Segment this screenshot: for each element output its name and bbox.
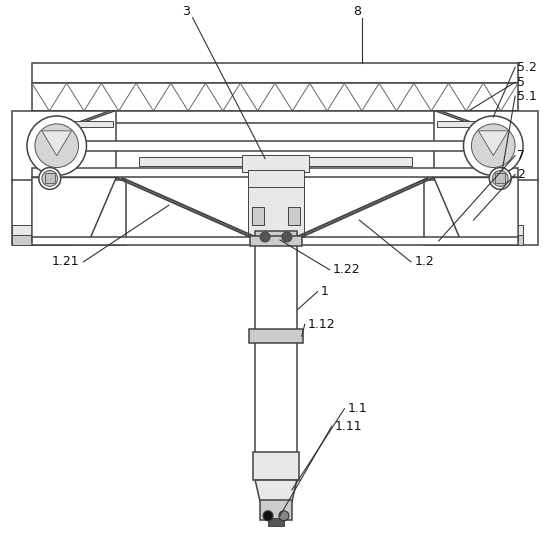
Bar: [248, 188, 304, 237]
Text: 1.11: 1.11: [334, 420, 362, 433]
Bar: [12, 111, 116, 182]
Bar: [260, 500, 292, 520]
Bar: [483, 225, 523, 245]
Bar: [139, 157, 253, 165]
Bar: [255, 238, 297, 458]
Text: 3: 3: [182, 5, 190, 18]
Circle shape: [282, 232, 292, 242]
Circle shape: [464, 116, 523, 176]
Bar: [32, 111, 518, 123]
Text: 1.12: 1.12: [308, 318, 336, 331]
Text: 7: 7: [517, 149, 525, 162]
Bar: [74, 121, 113, 127]
Bar: [268, 518, 284, 526]
Polygon shape: [434, 177, 518, 240]
Circle shape: [492, 170, 508, 186]
Bar: [249, 329, 303, 343]
Circle shape: [490, 168, 511, 189]
Bar: [12, 225, 67, 245]
Circle shape: [263, 511, 273, 521]
Bar: [32, 237, 518, 245]
Circle shape: [39, 168, 60, 189]
Circle shape: [471, 124, 515, 168]
Polygon shape: [255, 480, 297, 502]
Text: 5.2: 5.2: [517, 61, 537, 74]
Circle shape: [260, 232, 270, 242]
Bar: [253, 452, 299, 480]
Text: 1.22: 1.22: [333, 263, 360, 276]
Bar: [255, 231, 297, 243]
Text: 1.1: 1.1: [348, 402, 367, 415]
Text: 8: 8: [353, 5, 361, 18]
Bar: [32, 64, 518, 83]
Bar: [32, 83, 518, 111]
Bar: [32, 141, 518, 151]
Bar: [250, 236, 302, 246]
Bar: [288, 207, 300, 225]
Bar: [252, 207, 264, 225]
Circle shape: [27, 116, 86, 176]
Polygon shape: [32, 177, 116, 240]
Bar: [12, 181, 126, 245]
Polygon shape: [478, 131, 508, 156]
Bar: [242, 155, 309, 172]
Text: 5.1: 5.1: [517, 89, 537, 102]
Bar: [434, 111, 538, 182]
Bar: [424, 181, 538, 245]
Circle shape: [42, 170, 58, 186]
Bar: [32, 168, 518, 177]
Polygon shape: [42, 131, 72, 156]
Bar: [437, 121, 476, 127]
Bar: [12, 235, 67, 245]
Text: 2: 2: [517, 168, 525, 181]
Bar: [45, 174, 55, 183]
Bar: [248, 170, 304, 188]
Text: 5: 5: [517, 75, 525, 89]
Text: 1.2: 1.2: [415, 255, 434, 268]
Text: 1.21: 1.21: [52, 255, 80, 268]
Bar: [495, 174, 505, 183]
Text: 1: 1: [321, 285, 328, 298]
Circle shape: [279, 511, 289, 521]
Bar: [298, 157, 412, 165]
Bar: [483, 235, 523, 245]
Circle shape: [35, 124, 79, 168]
